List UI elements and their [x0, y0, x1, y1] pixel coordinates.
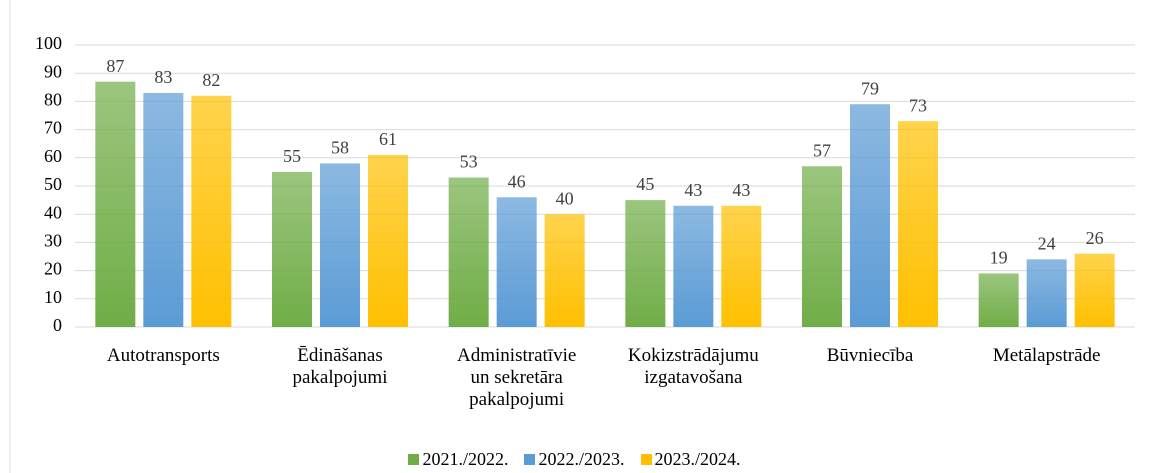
- data-label: 57: [813, 140, 831, 160]
- bar: [850, 104, 890, 327]
- bar: [721, 205, 762, 327]
- bar: [802, 166, 842, 327]
- data-label: 46: [508, 171, 526, 191]
- data-label: 45: [636, 174, 654, 194]
- data-label: 40: [556, 188, 574, 208]
- y-tick-label: 10: [44, 287, 62, 307]
- data-label: 55: [283, 146, 301, 166]
- bar: [1026, 259, 1067, 327]
- legend-swatch: [640, 454, 652, 465]
- y-tick-label: 20: [44, 259, 62, 279]
- bar: [496, 197, 537, 327]
- y-tick-label: 30: [44, 231, 62, 251]
- data-label: 83: [154, 67, 172, 87]
- bar: [448, 177, 489, 327]
- data-label: 19: [990, 248, 1008, 268]
- legend-swatch: [524, 454, 536, 465]
- x-tick-label: Administratīvie un sekretāra pakalpojumi: [457, 345, 577, 410]
- bar: [95, 81, 136, 327]
- y-tick-label: 90: [44, 61, 62, 81]
- bar: [143, 92, 184, 327]
- legend-item: 2021./2022.: [408, 449, 508, 469]
- data-label: 82: [202, 70, 220, 90]
- bar: [898, 121, 938, 327]
- y-tick-label: 80: [44, 90, 62, 110]
- data-label: 26: [1086, 228, 1104, 248]
- bar: [320, 163, 360, 327]
- data-label: 24: [1038, 233, 1056, 253]
- bar: [1074, 253, 1115, 327]
- legend-item: 2022./2023.: [524, 449, 625, 469]
- y-tick-label: 70: [44, 118, 62, 138]
- legend-swatch: [408, 454, 420, 465]
- x-tick-label: Autotransports: [106, 345, 220, 366]
- data-label: 43: [684, 180, 702, 200]
- x-tick-label: Metālapstrāde: [992, 345, 1101, 366]
- bar: [272, 171, 312, 327]
- y-tick-label: 0: [53, 315, 62, 335]
- bar: [625, 200, 666, 327]
- bar: [191, 95, 232, 327]
- data-label: 61: [379, 129, 397, 149]
- bar: [368, 154, 408, 327]
- data-label: 53: [460, 152, 478, 172]
- x-tick-label: Ēdināšanas pakalpojumi: [292, 345, 388, 388]
- legend: 2021./2022. 2022./2023. 2023./2024.: [0, 449, 1149, 470]
- data-label: 58: [331, 138, 349, 158]
- legend-label: 2021./2022.: [422, 449, 509, 469]
- x-tick-label: Būvniecība: [826, 345, 914, 366]
- legend-label: 2022./2023.: [538, 449, 625, 469]
- y-tick-label: 50: [44, 174, 62, 194]
- bar: [978, 273, 1019, 327]
- y-tick-label: 40: [44, 202, 62, 222]
- legend-item: 2023./2024.: [640, 449, 741, 469]
- data-label: 79: [861, 78, 879, 98]
- y-tick-label: 100: [35, 33, 62, 53]
- bar: [673, 205, 714, 327]
- data-label: 73: [909, 95, 927, 115]
- bar: [544, 214, 585, 327]
- y-tick-label: 60: [44, 146, 62, 166]
- data-label: 43: [732, 180, 750, 200]
- x-tick-label: Kokizstrādājumu izgatavošana: [627, 345, 759, 388]
- data-label: 87: [106, 56, 124, 76]
- legend-label: 2023./2024.: [654, 449, 741, 469]
